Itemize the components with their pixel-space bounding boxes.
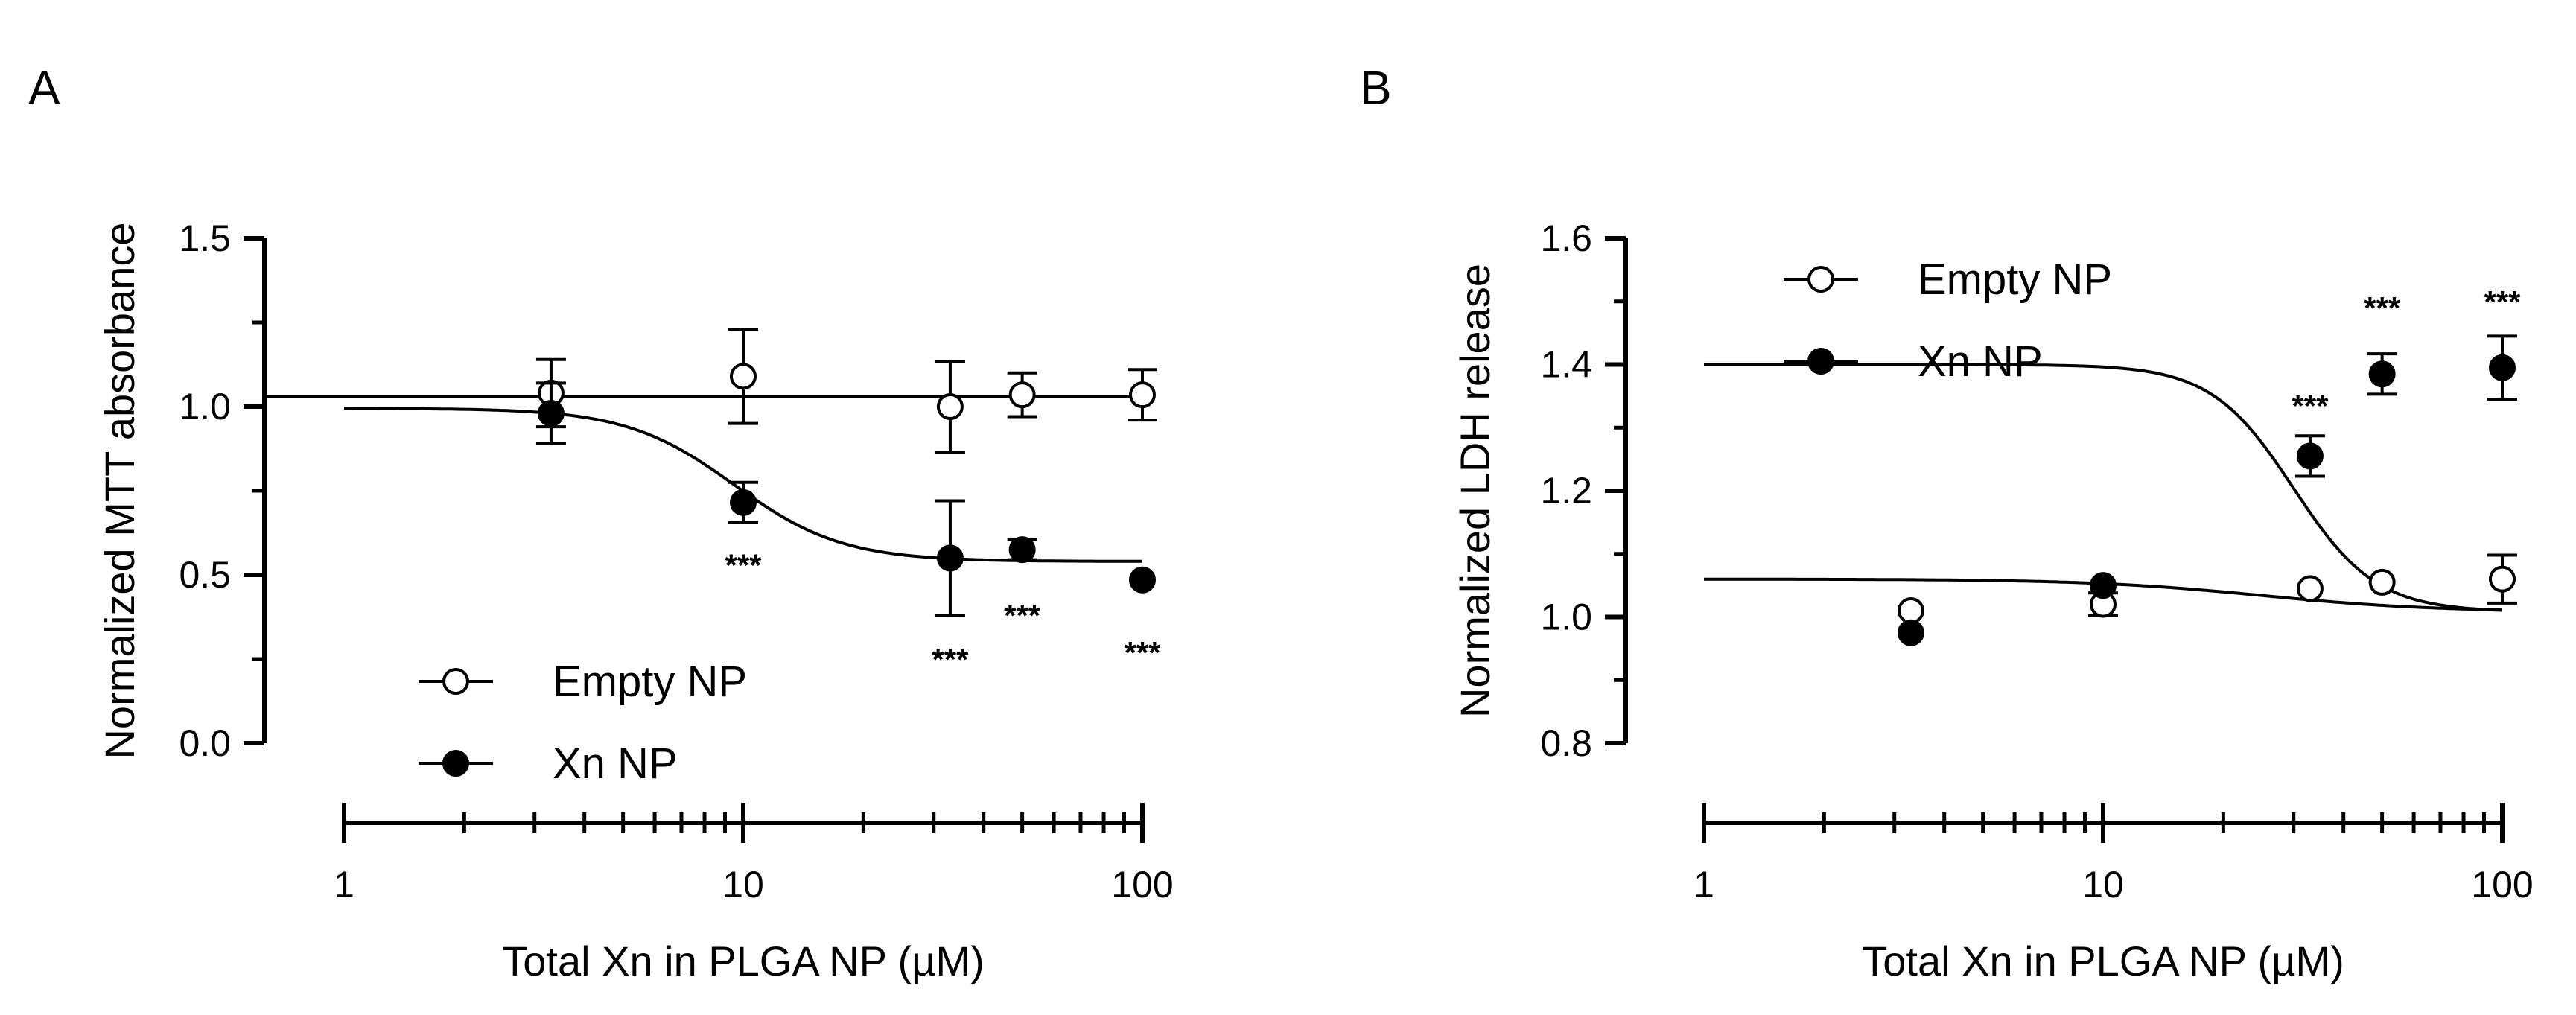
x-tick-label: 10 [722, 864, 764, 906]
y-tick-label: 1.4 [1540, 344, 1592, 386]
y-axis-label: Normalized MTT absorbance [96, 222, 143, 759]
y-axis-label: Normalized LDH release [1451, 264, 1498, 718]
panel-a: A 0.0 0.5 1.0 1.5 Normalized MTT absorbance 1 1… [28, 61, 1174, 984]
x-tick-label: 1 [334, 864, 354, 906]
legend-label: Xn NP [1918, 337, 2043, 386]
data-point-xn-np [2489, 354, 2516, 381]
fit-curve-xn-np [1704, 363, 2503, 612]
significance-marker: *** [2484, 284, 2521, 319]
panel-b: B 0.8 1.0 1.2 1.4 1.6 Normalized LDH release 1 1… [1360, 61, 2534, 984]
significance-marker: *** [932, 642, 969, 677]
x-tick-label: 100 [2471, 864, 2533, 906]
data-point-empty-np [2296, 575, 2324, 602]
y-tick-label: 1.0 [1540, 596, 1592, 638]
y-tick-label: 0.0 [179, 722, 231, 764]
data-point-xn-np [537, 400, 565, 427]
x-axis-label: Total Xn in PLGA NP (µM) [502, 938, 984, 984]
y-tick-label: 1.0 [179, 386, 231, 427]
legend-label: Empty NP [553, 658, 747, 706]
data-point-xn-np [1008, 536, 1036, 564]
significance-marker: *** [2364, 290, 2401, 325]
data-point-empty-np [1008, 381, 1036, 409]
legend-label: Xn NP [553, 739, 678, 788]
significance-marker: *** [2292, 389, 2329, 424]
data-point-empty-np [730, 363, 757, 390]
y-tick-label: 1.2 [1540, 470, 1592, 512]
data-point-xn-np [730, 489, 757, 516]
data-point-xn-np [2368, 360, 2396, 388]
data-point-empty-np [2489, 565, 2516, 593]
panel-letter: A [28, 61, 60, 115]
legend-marker [1807, 348, 1834, 375]
data-point-xn-np [936, 544, 964, 572]
data-point-xn-np [1897, 619, 1924, 646]
significance-marker: *** [1004, 598, 1041, 633]
x-tick-label: 10 [2082, 864, 2124, 906]
data-point-xn-np [2296, 442, 2324, 470]
y-tick-label: 0.5 [179, 554, 231, 596]
y-tick-label: 1.5 [179, 217, 231, 259]
legend-marker [442, 668, 469, 695]
significance-marker: *** [725, 547, 762, 582]
legend-label: Empty NP [1918, 255, 2112, 304]
data-point-xn-np [1129, 566, 1156, 594]
x-tick-label: 100 [1111, 864, 1173, 906]
data-point-empty-np [1129, 381, 1156, 409]
x-tick-label: 1 [1694, 864, 1714, 906]
panel-letter: B [1360, 61, 1392, 115]
x-axis-label: Total Xn in PLGA NP (µM) [1862, 938, 2344, 984]
y-tick-label: 1.6 [1540, 217, 1592, 259]
data-point-empty-np [2368, 568, 2396, 596]
data-point-empty-np [936, 393, 964, 420]
significance-marker: *** [1124, 635, 1161, 670]
legend-marker [1807, 266, 1834, 293]
legend-marker [442, 750, 469, 777]
y-tick-label: 0.8 [1540, 722, 1592, 764]
data-point-empty-np [1897, 597, 1924, 625]
data-point-xn-np [2090, 572, 2117, 599]
